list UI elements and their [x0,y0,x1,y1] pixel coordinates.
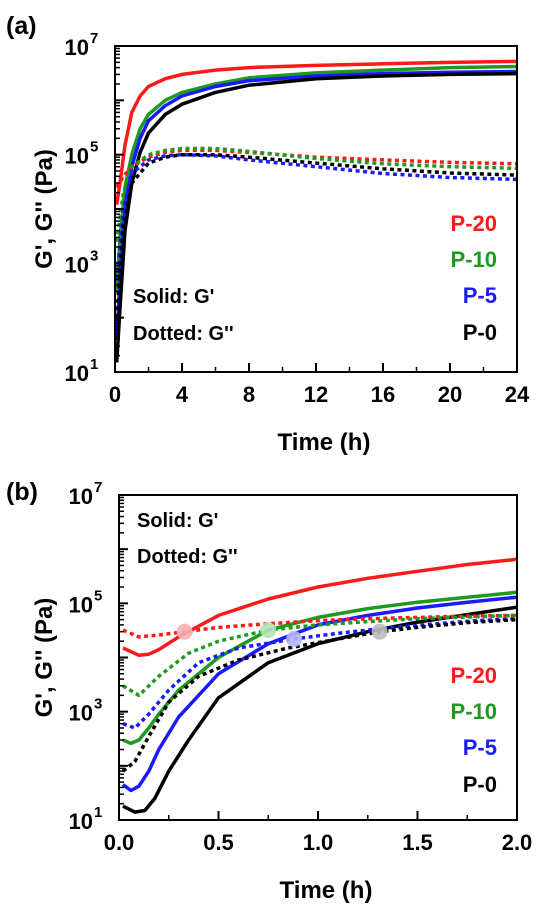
x-tick-label: 20 [438,382,462,407]
y-tick-label: 10 [69,701,93,726]
legend-entry-p-5: P-5 [463,735,497,760]
crossover-point-p-0 [371,623,388,640]
series-line-p-20-g-prime [122,557,517,658]
crossover-point-p-10 [260,622,277,639]
legend-entry-p-20: P-20 [451,663,497,688]
x-tick-label: 16 [371,382,395,407]
y-tick-label: 10 [65,144,89,169]
x-tick-label: 24 [505,382,530,407]
legend-entry-p-20: P-20 [451,211,497,236]
crossover-point-p-5 [286,630,303,647]
y-tick-exponent: 1 [94,804,102,821]
y-tick-exponent: 5 [90,139,98,156]
plot-area [121,557,517,814]
legend-entry-p-10: P-10 [451,247,497,272]
y-tick-label: 10 [65,252,89,277]
y-tick-label: 10 [65,35,89,60]
line-style-note: Solid: G' [133,286,214,308]
y-tick-label: 10 [69,484,93,509]
legend-entry-p-10: P-10 [451,699,497,724]
line-style-note: Solid: G' [137,510,218,532]
y-axis-label: G', G'' (Pa) [31,598,58,718]
x-tick-label: 4 [176,382,189,407]
x-tick-label: 1.5 [402,830,433,855]
y-tick-label: 10 [65,361,89,386]
x-tick-label: 0.5 [203,830,234,855]
x-tick-label: 2.0 [502,830,533,855]
series-line-p-10-g-prime [122,590,517,746]
panel-label: (b) [6,478,38,506]
legend-entry-p-5: P-5 [463,283,497,308]
crossover-point-p-20 [176,623,193,640]
y-tick-exponent: 5 [94,587,102,604]
y-axis-label: G', G'' (Pa) [31,149,58,269]
panel-label: (a) [6,12,37,40]
y-tick-exponent: 3 [94,696,102,713]
plot-area [115,59,517,363]
series-line-p-20-g-prime [115,59,517,205]
y-tick-label: 10 [69,809,93,834]
series-line-p-0-g-double-prime [115,152,517,318]
series-line-p-5-g-double-prime [115,152,517,280]
legend-entry-p-0: P-0 [463,772,497,797]
x-tick-label: 12 [304,382,328,407]
legend-entry-p-0: P-0 [463,320,497,345]
x-tick-label: 0.0 [104,830,135,855]
y-tick-label: 10 [69,592,93,617]
series-line-p-20-g-double-prime [122,613,517,639]
series-line-p-0-g-double-prime [121,617,517,773]
line-style-note: Dotted: G'' [137,546,238,568]
series-line-p-0-g-prime [115,71,517,363]
line-style-note: Dotted: G'' [133,323,234,345]
y-tick-exponent: 7 [90,30,98,47]
x-tick-label: 1.0 [303,830,334,855]
y-tick-exponent: 3 [90,247,98,264]
series-line-p-5-g-prime [121,595,517,793]
series-line-p-0-g-prime [122,605,517,814]
plot-frame [118,494,518,821]
y-tick-exponent: 7 [94,479,102,496]
x-tick-label: 8 [243,382,255,407]
series-line-p-20-g-double-prime [115,148,517,189]
x-tick-label: 0 [109,382,121,407]
x-axis-label: Time (h) [278,429,371,456]
y-tick-exponent: 1 [90,356,98,373]
x-axis-label: Time (h) [280,877,373,904]
